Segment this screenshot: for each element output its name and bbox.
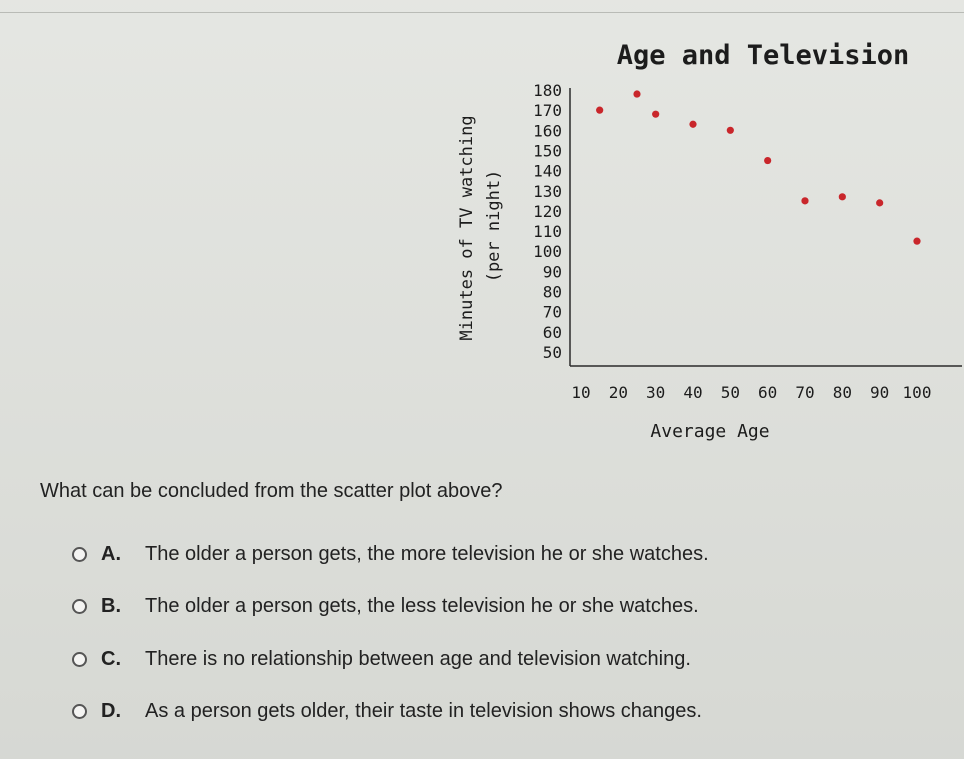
x-tick-label: 40 <box>683 383 702 402</box>
x-tick-label: 20 <box>609 383 628 402</box>
data-point <box>838 193 846 201</box>
y-tick-label: 80 <box>543 283 562 302</box>
y-tick-label: 180 <box>533 81 562 100</box>
option-d-text: As a person gets older, their taste in t… <box>145 699 702 722</box>
data-point <box>596 106 604 114</box>
option-a-text: The older a person gets, the more televi… <box>145 542 709 565</box>
data-point <box>726 126 734 134</box>
data-point <box>689 120 697 128</box>
x-tick-label: 30 <box>646 383 665 402</box>
option-a[interactable]: A. The older a person gets, the more tel… <box>72 540 709 568</box>
question-prompt: What can be concluded from the scatter p… <box>40 480 503 502</box>
data-point <box>913 237 921 245</box>
data-points <box>596 90 921 245</box>
data-point <box>876 199 884 207</box>
option-b-letter: B. <box>101 594 121 617</box>
y-tick-label: 120 <box>533 202 562 221</box>
y-tick-label: 70 <box>543 303 562 322</box>
x-tick-labels: 10 20 30 40 50 60 70 80 90 100 <box>571 383 931 402</box>
option-c-letter: C. <box>101 647 121 670</box>
option-b-text: The older a person gets, the less televi… <box>145 594 699 617</box>
option-a-letter: A. <box>101 542 121 565</box>
x-tick-label: 90 <box>870 383 889 402</box>
option-c[interactable]: C. There is no relationship between age … <box>72 645 691 673</box>
y-axis-label: Minutes of TV watching <box>457 115 477 340</box>
y-tick-label: 140 <box>533 162 562 181</box>
option-b[interactable]: B. The older a person gets, the less tel… <box>72 592 699 620</box>
x-tick-label: 50 <box>721 383 740 402</box>
radio-a[interactable] <box>72 546 87 562</box>
data-point <box>633 90 641 98</box>
y-tick-label: 160 <box>533 121 562 140</box>
data-point <box>764 156 772 165</box>
y-tick-label: 130 <box>533 182 562 201</box>
option-c-text: There is no relationship between age and… <box>145 647 691 670</box>
x-tick-label: 100 <box>903 383 932 402</box>
radio-b[interactable] <box>72 598 87 614</box>
y-tick-label: 110 <box>533 222 562 241</box>
x-tick-label: 70 <box>795 383 814 402</box>
y-tick-label: 50 <box>543 343 562 362</box>
x-tick-label: 60 <box>758 383 777 402</box>
x-axis-label: Average Age <box>650 421 769 442</box>
chart-title: Age and Television <box>617 40 910 71</box>
y-tick-label: 90 <box>543 262 562 281</box>
y-tick-label: 60 <box>543 323 562 342</box>
option-d[interactable]: D. As a person gets older, their taste i… <box>72 697 702 725</box>
option-d-letter: D. <box>101 699 121 722</box>
y-tick-label: 100 <box>533 242 562 261</box>
radio-c[interactable] <box>72 651 87 667</box>
data-point <box>801 197 809 205</box>
data-point <box>652 110 660 118</box>
y-tick-label: 170 <box>533 101 562 120</box>
x-tick-label: 10 <box>571 383 590 402</box>
top-divider <box>0 12 964 13</box>
y-tick-label: 150 <box>533 141 562 160</box>
radio-d[interactable] <box>72 703 87 719</box>
y-axis-sublabel: (per night) <box>484 170 504 283</box>
x-tick-label: 80 <box>833 383 852 402</box>
scatter-chart: Age and Television 506070809010011012013… <box>457 40 962 442</box>
